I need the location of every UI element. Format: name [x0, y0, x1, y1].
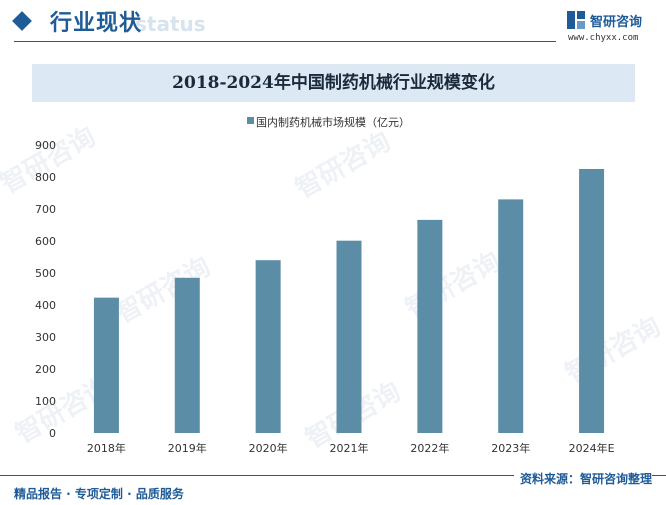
bar [579, 169, 605, 433]
y-tick-label: 300 [35, 331, 56, 344]
data-source: 资料来源：智研咨询整理 [513, 470, 652, 487]
x-tick-label: 2021年 [330, 441, 369, 455]
legend-label: 国内制药机械市场规模（亿元） [256, 116, 410, 129]
footer-slogan: 精品报告 · 专项定制 · 品质服务 [14, 487, 184, 501]
brand-logo-icon [567, 11, 585, 29]
x-tick-label: 2022年 [410, 441, 449, 455]
x-tick-label: 2019年 [168, 441, 207, 455]
section-title: 行业现状 [50, 11, 143, 36]
legend-swatch [247, 117, 254, 124]
bar [498, 199, 524, 433]
x-tick-label: 2020年 [249, 441, 288, 455]
x-tick-label: 2024年E [569, 441, 615, 455]
y-tick-label: 200 [35, 363, 56, 376]
bar [336, 240, 362, 433]
chart-title-band: 2018-2024年中国制药机械行业规模变化 [32, 64, 635, 102]
bar [417, 219, 443, 433]
y-tick-label: 800 [35, 171, 56, 184]
brand-url: www.chyxx.com [568, 33, 639, 43]
page-header: status 行业现状 智研咨询 www.chyxx.com [0, 0, 666, 44]
y-tick-label: 100 [35, 395, 56, 408]
x-tick-label: 2023年 [491, 441, 530, 455]
header-divider [14, 41, 556, 42]
y-tick-label: 400 [35, 299, 56, 312]
brand-name: 智研咨询 [590, 15, 643, 30]
y-tick-label: 500 [35, 267, 56, 280]
footer-divider [0, 475, 666, 476]
bar [93, 297, 119, 433]
y-tick-label: 700 [35, 203, 56, 216]
bar [174, 277, 200, 433]
bar [255, 260, 281, 433]
section-title-background-text: status [135, 12, 206, 36]
chart-title: 2018-2024年中国制药机械行业规模变化 [172, 73, 495, 93]
y-tick-label: 900 [35, 139, 56, 152]
y-tick-label: 600 [35, 235, 56, 248]
x-tick-label: 2018年 [87, 441, 126, 455]
y-tick-label: 0 [49, 427, 56, 440]
